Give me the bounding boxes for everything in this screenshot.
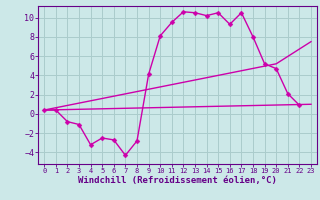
X-axis label: Windchill (Refroidissement éolien,°C): Windchill (Refroidissement éolien,°C) [78, 176, 277, 185]
